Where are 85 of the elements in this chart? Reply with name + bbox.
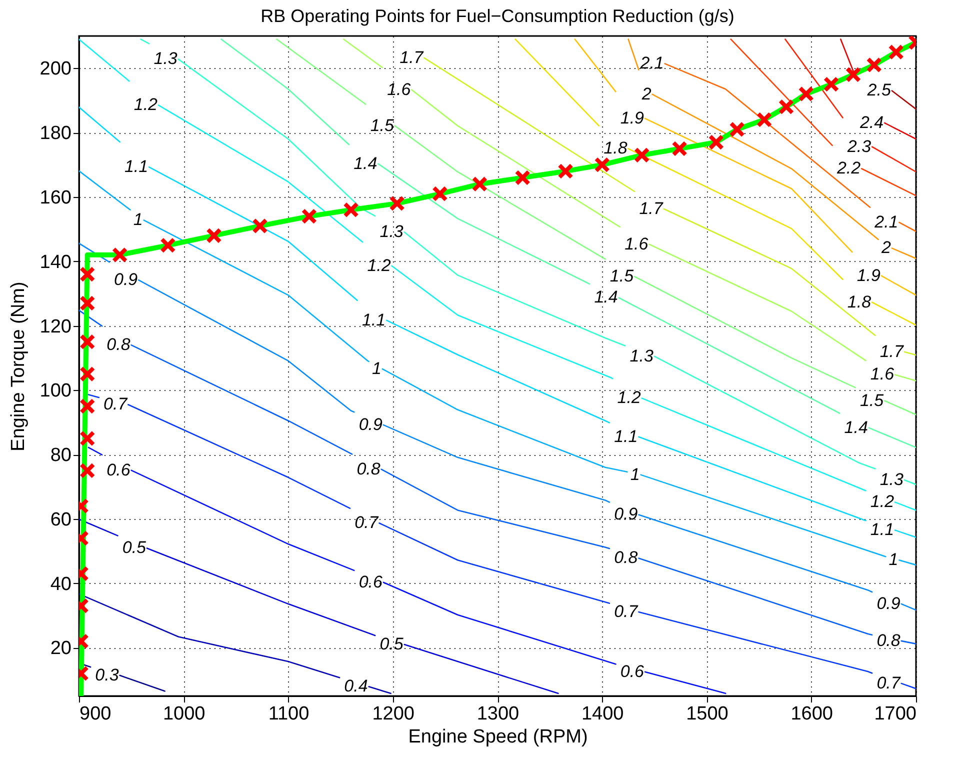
y-tick-label: 100 <box>40 380 72 402</box>
series-label: 0.6 <box>106 460 131 480</box>
x-tick-label: 1700 <box>874 704 916 724</box>
series-label: 0.7 <box>354 513 379 532</box>
series-label: 0.3 <box>95 665 120 684</box>
line-series <box>386 320 610 424</box>
series-label: 1.8 <box>604 138 628 158</box>
series-label: 1.3 <box>880 470 904 489</box>
y-tick-label: 180 <box>40 123 72 144</box>
y-tick-label: 40 <box>50 574 72 595</box>
series-label: 1.6 <box>870 364 895 384</box>
series-label: 0.4 <box>344 676 368 696</box>
x-axis-title: Engine Speed (RPM) <box>408 726 588 748</box>
series-label: 0.6 <box>358 572 383 592</box>
y-tick-label: 160 <box>40 187 72 208</box>
series-label: 1.4 <box>844 418 868 437</box>
series-label: 1.7 <box>639 198 664 218</box>
series-label: 1 <box>888 550 898 570</box>
series-label: 1 <box>133 210 143 230</box>
line-series <box>138 279 355 413</box>
series-label: 1.6 <box>387 80 412 99</box>
series-label: 1.3 <box>154 49 178 68</box>
y-tick-label: 120 <box>40 316 72 338</box>
series-label: 1.2 <box>367 256 392 275</box>
series-label: 1.2 <box>134 95 158 114</box>
series-label: 2.5 <box>866 80 892 100</box>
series-label: 2 <box>640 84 652 104</box>
series-label: 1.5 <box>860 390 884 410</box>
x-tick-label: 1000 <box>162 704 206 724</box>
series-label: 0.9 <box>358 414 383 434</box>
series-label: 0.6 <box>620 662 645 681</box>
x-tick-label: 900 <box>80 704 112 724</box>
series-label: 0.5 <box>380 634 404 654</box>
series-label: 1.7 <box>880 342 904 361</box>
series-label: 2.2 <box>836 158 862 178</box>
series-label: 0.9 <box>114 270 138 290</box>
series-label: 1.1 <box>124 157 148 176</box>
x-tick-label: 1400 <box>581 704 624 724</box>
y-tick-label: 140 <box>40 252 72 273</box>
series-label: 0.5 <box>122 538 147 558</box>
x-tick-label: 1200 <box>372 704 415 724</box>
series-label: 1.7 <box>400 48 424 67</box>
series-label: 0.8 <box>876 630 901 650</box>
series-label: 1.6 <box>624 234 649 254</box>
series-label: 1.1 <box>870 520 894 540</box>
x-tick-label: 1500 <box>686 704 728 724</box>
series-label: 0.8 <box>356 459 381 478</box>
series-label: 2.1 <box>874 212 898 232</box>
y-tick-label: 80 <box>50 445 72 466</box>
series-label: 1 <box>630 464 640 484</box>
series-label: 1.3 <box>630 346 654 366</box>
series-label: 1.5 <box>370 116 395 135</box>
series-label: 0.7 <box>876 673 901 692</box>
series-label: 1.3 <box>380 222 404 242</box>
chart-title: RB Operating Points for Fuel−Consumption Reduction (g/s) <box>260 6 734 26</box>
series-label: 1 <box>372 358 382 378</box>
series-label: 1.1 <box>614 426 638 446</box>
series-label: 1.9 <box>856 266 882 285</box>
y-tick-label: 20 <box>50 638 72 660</box>
series-label: 0.9 <box>876 594 901 613</box>
series-label: 0.9 <box>614 504 638 524</box>
series-label: 1.1 <box>362 310 386 330</box>
series-label: 1.4 <box>594 288 618 307</box>
line-series <box>380 468 610 550</box>
x-tick-label: 1600 <box>790 704 834 724</box>
series-label: 2.4 <box>858 112 884 132</box>
y-tick-label: 60 <box>50 509 72 530</box>
series-label: 0.8 <box>614 548 638 568</box>
series-label: 2 <box>880 238 892 258</box>
series-label: 1.9 <box>620 108 645 128</box>
series-label: 1.2 <box>617 388 642 408</box>
series-label: 2.1 <box>639 54 664 73</box>
series-label: 1.2 <box>870 492 895 512</box>
series-label: 1.8 <box>847 292 872 312</box>
x-tick-label: 1300 <box>476 704 520 724</box>
series-label: 0.7 <box>614 602 638 621</box>
y-axis-title: Engine Torque (Nm) <box>8 282 29 452</box>
series-label: 2.3 <box>846 136 872 156</box>
series-label: 1.5 <box>610 266 634 286</box>
line-series <box>382 424 610 503</box>
x-tick-label: 1100 <box>268 704 310 724</box>
series-label: 0.7 <box>104 394 128 414</box>
y-tick-label: 200 <box>40 58 72 80</box>
series-label: 0.8 <box>106 335 131 354</box>
series-label: 1.4 <box>354 154 378 173</box>
